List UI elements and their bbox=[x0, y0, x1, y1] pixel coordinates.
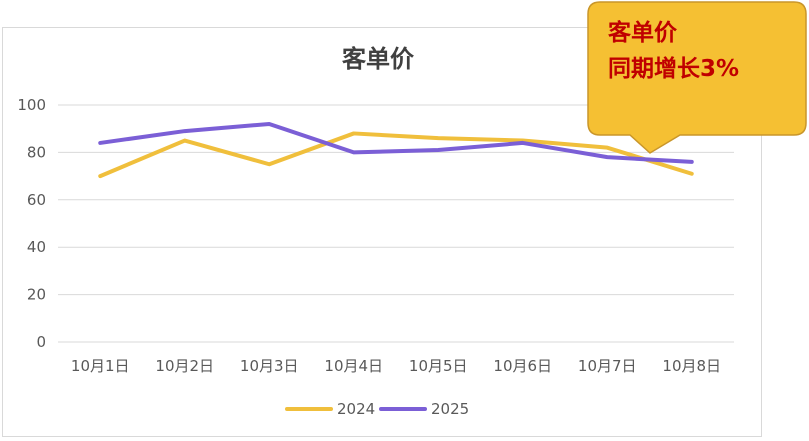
y-tick-label: 80 bbox=[27, 143, 46, 161]
x-tick-label: 10月4日 bbox=[324, 357, 383, 375]
legend-label-2024: 2024 bbox=[337, 400, 375, 418]
legend-label-2025: 2025 bbox=[431, 400, 469, 418]
y-tick-label: 0 bbox=[36, 333, 46, 351]
x-tick-label: 10月7日 bbox=[578, 357, 637, 375]
chart-title: 客单价 bbox=[342, 45, 415, 73]
series-line-2024 bbox=[98, 131, 694, 179]
y-tick-label: 60 bbox=[27, 191, 46, 209]
y-tick-label: 100 bbox=[17, 96, 46, 114]
x-tick-label: 10月3日 bbox=[240, 357, 299, 375]
callout-line-2: 同期增长3% bbox=[608, 55, 739, 82]
series-lines bbox=[98, 121, 694, 179]
x-tick-label: 10月1日 bbox=[71, 357, 130, 375]
x-tick-label: 10月5日 bbox=[409, 357, 468, 375]
y-axis-ticks: 0 20 40 60 80 100 bbox=[17, 96, 46, 351]
y-tick-label: 40 bbox=[27, 238, 46, 256]
y-tick-label: 20 bbox=[27, 286, 46, 304]
x-tick-label: 10月6日 bbox=[493, 357, 552, 375]
x-axis-ticks: 10月1日 10月2日 10月3日 10月4日 10月5日 10月6日 10月7日 10月8日 bbox=[71, 357, 721, 375]
x-tick-label: 10月2日 bbox=[155, 357, 214, 375]
legend: 2024 2025 bbox=[285, 400, 469, 418]
series-line-2025 bbox=[98, 121, 694, 164]
callout-line-1: 客单价 bbox=[608, 19, 678, 46]
callout-bubble bbox=[587, 1, 807, 154]
x-tick-label: 10月8日 bbox=[662, 357, 721, 375]
